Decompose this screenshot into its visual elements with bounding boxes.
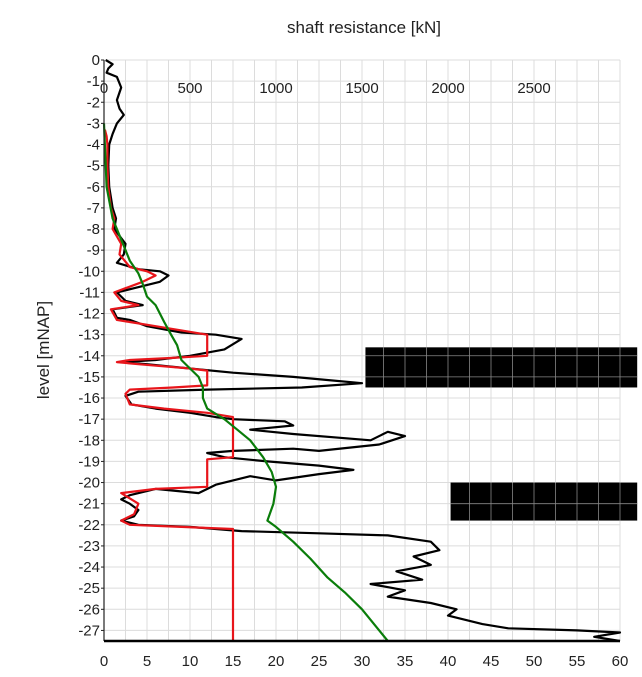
y-tick-label: -21 xyxy=(78,496,100,513)
x-tick-label: 25 xyxy=(311,653,328,670)
y-tick-label: -17 xyxy=(78,411,100,428)
y-tick-label: -2 xyxy=(87,94,100,111)
x-tick-label: 15 xyxy=(225,653,242,670)
x-tick-label: 50 xyxy=(526,653,543,670)
x-tick-label: 20 xyxy=(268,653,285,670)
y-tick-label: -5 xyxy=(87,158,100,175)
x-tick-label: 30 xyxy=(354,653,371,670)
y-tick-label: -15 xyxy=(78,369,100,386)
y-tick-label: -24 xyxy=(78,559,100,576)
y-tick-label: -19 xyxy=(78,453,100,470)
y-tick-label: -13 xyxy=(78,327,100,344)
axes xyxy=(101,59,620,643)
y-tick-label: 0 xyxy=(92,52,100,69)
x-tick-label: 35 xyxy=(397,653,414,670)
x2-tick-label: 2000 xyxy=(431,80,464,97)
y-tick-label: -9 xyxy=(87,242,100,259)
x-tick-label: 5 xyxy=(143,653,151,670)
y-tick-label: -16 xyxy=(78,390,100,407)
y-tick-label: -27 xyxy=(78,622,100,639)
x2-tick-label: 1000 xyxy=(259,80,292,97)
x-tick-label: 40 xyxy=(440,653,457,670)
x2-tick-label: 1500 xyxy=(345,80,378,97)
y-tick-label: -23 xyxy=(78,538,100,555)
y-tick-label: -1 xyxy=(87,73,100,90)
y-tick-label: -25 xyxy=(78,580,100,597)
y-tick-label: -26 xyxy=(78,601,100,618)
tick-labels: 0 5 10 15 20 25 30 35 40 45 50 55 60 0 500 1000 1500 2000… xyxy=(78,52,628,670)
x-tick-label: 0 xyxy=(100,653,108,670)
y-axis-title: level [mNAP] xyxy=(34,301,53,399)
y-tick-label: -18 xyxy=(78,432,100,449)
black-block xyxy=(450,482,638,521)
y-tick-label: -4 xyxy=(87,137,100,154)
y-tick-label: -7 xyxy=(87,200,100,217)
y-tick-label: -11 xyxy=(79,284,100,301)
x2-tick-label: 2500 xyxy=(517,80,550,97)
black-blocks xyxy=(365,347,638,521)
y-tick-label: -10 xyxy=(78,263,100,280)
series-line-3 xyxy=(102,123,389,642)
y-tick-label: -12 xyxy=(78,306,100,323)
y-tick-label: -22 xyxy=(78,517,100,534)
x-tick-label: 10 xyxy=(182,653,199,670)
x-tick-label: 60 xyxy=(612,653,629,670)
black-block xyxy=(365,347,638,388)
y-tick-label: -3 xyxy=(87,115,100,132)
x2-tick-label: 0 xyxy=(100,80,108,97)
y-tick-label: -8 xyxy=(87,221,100,238)
y-tick-label: -14 xyxy=(78,348,100,365)
x-tick-label: 55 xyxy=(569,653,586,670)
y-tick-label: -6 xyxy=(87,179,100,196)
y-tick-label: -20 xyxy=(78,475,100,492)
x-tick-label: 45 xyxy=(483,653,500,670)
top-axis-title: shaft resistance [kN] xyxy=(287,18,441,37)
series-line-2 xyxy=(103,129,235,641)
x2-tick-label: 500 xyxy=(177,80,202,97)
series-lines xyxy=(102,59,622,643)
